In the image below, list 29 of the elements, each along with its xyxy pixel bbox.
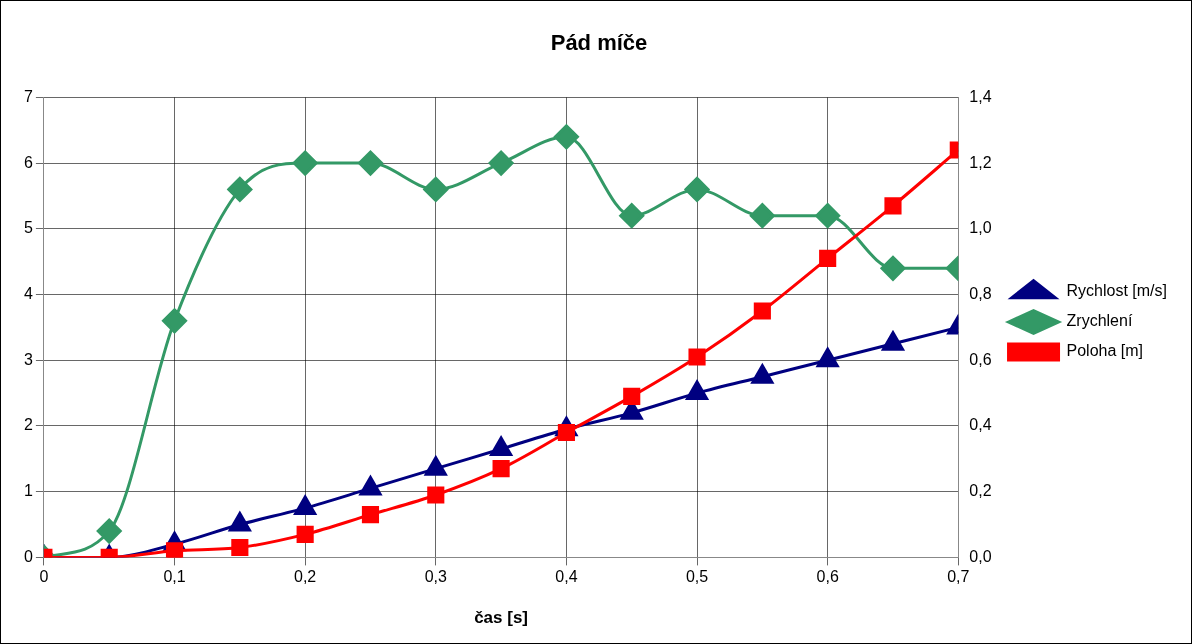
x-tick-label: 0,6 xyxy=(816,568,839,586)
y2-tick-label: 0,2 xyxy=(969,482,992,500)
legend-label: Poloha [m] xyxy=(1066,342,1144,360)
x-tick-label: 0 xyxy=(39,568,49,586)
y2-tick-label: 0,4 xyxy=(969,416,992,434)
y-tick-label: 7 xyxy=(23,87,33,105)
x-tick-label: 0,5 xyxy=(685,568,709,586)
y-tick-label: 0 xyxy=(23,547,33,565)
legend-label: Rychlost [m/s] xyxy=(1066,282,1168,300)
y-tick-label: 2 xyxy=(23,416,33,434)
x-axis-title: čas [s] xyxy=(474,608,529,628)
y2-tick-label: 1,0 xyxy=(969,219,992,237)
y-tick-label: 1 xyxy=(23,482,33,500)
chart-title: Pád míče xyxy=(550,30,648,56)
y-tick-label: 3 xyxy=(23,350,33,368)
x-tick-label: 0,3 xyxy=(424,568,447,586)
y2-tick-label: 0,6 xyxy=(969,350,992,368)
y-tick-label: 4 xyxy=(23,284,33,302)
x-tick-label: 0,1 xyxy=(163,568,186,586)
y-tick-label: 6 xyxy=(23,153,33,171)
y2-tick-label: 1,4 xyxy=(969,87,992,105)
x-tick-label: 0,2 xyxy=(294,568,317,586)
y2-tick-label: 0,8 xyxy=(969,284,992,302)
legend-label: Zrychlení xyxy=(1066,312,1133,330)
y2-tick-label: 0,0 xyxy=(969,547,992,565)
y-tick-label: 5 xyxy=(23,219,33,237)
x-tick-label: 0,7 xyxy=(947,568,970,586)
y2-tick-label: 1,2 xyxy=(969,153,992,171)
x-tick-label: 0,4 xyxy=(555,568,578,586)
